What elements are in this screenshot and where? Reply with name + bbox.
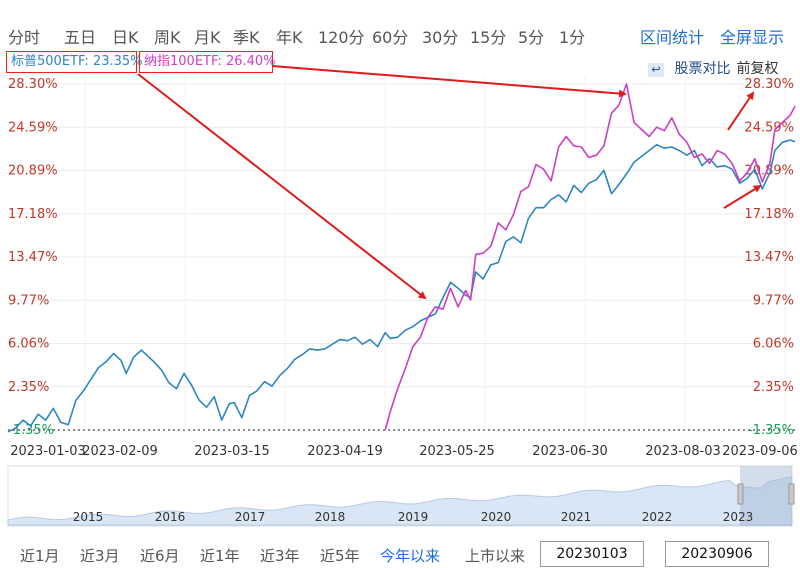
period-toolbar: 分时 五日 日K 周K 月K 季K 年K 120分 60分 30分 15分 5分… [0,0,800,50]
tab-yearly-k[interactable]: 年K [276,28,303,47]
range-since-listing[interactable]: 上市以来 [465,547,526,565]
legend-sp500: 标普500ETF: 23.35% [6,51,143,73]
x-tick-label: 2023-01-03 [10,444,86,459]
minichart-year-label: 2023 [723,510,754,524]
minichart-year-label: 2017 [235,510,266,524]
x-tick-label: 2023-02-09 [82,444,158,459]
end-date-input[interactable] [665,541,769,567]
y-tick-label-right: 28.30% [744,77,794,92]
x-tick-label: 2023-08-03 [645,444,721,459]
tab-15min[interactable]: 15分 [470,28,507,47]
minichart-year-label: 2015 [73,510,104,524]
tab-daily-k[interactable]: 日K [112,28,139,47]
y-tick-label-left: 17.18% [8,207,58,222]
y-tick-label-right: 9.77% [753,293,794,308]
ndx-line [384,83,796,431]
minichart-year-label: 2016 [155,510,186,524]
fullscreen-button[interactable]: 全屏显示 [720,28,785,47]
y-tick-label-right: 2.35% [753,380,794,395]
tab-monthly-k[interactable]: 月K [194,28,221,47]
y-tick-label-left: 28.30% [8,77,58,92]
tab-quarterly-k[interactable]: 季K [233,28,260,47]
x-tick-label: 2023-09-06 [722,444,798,459]
tab-weekly-k[interactable]: 周K [154,28,181,47]
overview-minichart: 2015 2016 2017 2018 2019 2020 2021 2022 2023 [7,465,795,527]
annotation-arrow [723,184,762,209]
y-tick-label-left: 20.89% [8,164,58,179]
chart-grid [8,76,795,431]
stock-compare-button[interactable]: 股票对比 [674,61,731,77]
tab-5min[interactable]: 5分 [518,28,545,47]
price-chart: 28.30% 24.59% 20.89% 17.18% 13.47% 9.77% 6.06%… [7,65,798,527]
annotation-arrow [727,91,755,131]
start-date-input[interactable] [540,541,644,567]
adjust-button[interactable]: 前复权 [736,61,779,77]
y-tick-label-left: 9.77% [8,293,49,308]
y-tick-label-right: -1.35% [748,423,794,438]
range-6m[interactable]: 近6月 [140,547,180,565]
range-ytd[interactable]: 今年以来 [380,547,441,565]
tab-60min[interactable]: 60分 [372,28,409,47]
compare-controls: ↩ 股票对比 前复权 [648,58,778,78]
range-3m[interactable]: 近3月 [80,547,120,565]
y-axis-left: 28.30% 24.59% 20.89% 17.18% 13.47% 9.77% 6.06%… [8,77,58,438]
range-1m[interactable]: 近1月 [20,547,60,565]
tab-1min[interactable]: 1分 [559,28,586,47]
interval-stats-button[interactable]: 区间统计 [640,28,705,47]
tab-120min[interactable]: 120分 [318,28,365,47]
minichart-year-label: 2021 [561,510,592,524]
minichart-handle-right [788,483,795,505]
undo-icon[interactable]: ↩ [648,63,664,77]
y-tick-label-right: 13.47% [744,250,794,265]
annotation-arrow [271,65,627,98]
x-tick-label: 2023-03-15 [194,444,270,459]
y-tick-label-left: 13.47% [8,250,58,265]
annotation-arrow [137,73,427,300]
minichart-year-label: 2020 [481,510,512,524]
y-tick-label-right: 6.06% [753,337,794,352]
range-1y[interactable]: 近1年 [200,547,240,565]
y-tick-label-left: 6.06% [8,337,49,352]
minichart-selection [740,466,792,526]
sp500-line [7,139,796,433]
range-5y[interactable]: 近5年 [320,547,360,565]
y-tick-label-right: 24.59% [744,120,794,135]
minichart-area [7,475,793,526]
y-tick-label-right: 17.18% [744,207,794,222]
y-tick-label-left: 24.59% [8,120,58,135]
x-tick-label: 2023-04-19 [307,444,383,459]
range-selector: 近1月 近3月 近6月 近1年 近3年 近5年 今年以来 上市以来 [0,538,800,570]
tab-five-day[interactable]: 五日 [64,28,97,47]
y-axis-right: 28.30%24.59%20.89%17.18%13.47%9.77%6.06%… [744,77,794,438]
range-3y[interactable]: 近3年 [260,547,300,565]
tab-30min[interactable]: 30分 [422,28,459,47]
annotation-arrows [137,65,762,300]
minichart-year-label: 2022 [642,510,673,524]
x-tick-label: 2023-05-25 [419,444,495,459]
tab-minute[interactable]: 分时 [8,28,41,47]
x-tick-label: 2023-06-30 [532,444,608,459]
minichart-year-label: 2018 [315,510,346,524]
y-tick-label-left: 2.35% [8,380,49,395]
minichart-year-label: 2019 [398,510,429,524]
minichart-handle-left [737,483,744,505]
y-tick-label-left: -1.35% [8,423,54,438]
series-lines [7,83,796,433]
legend-ndx: 纳指100ETF: 26.40% [139,51,276,73]
